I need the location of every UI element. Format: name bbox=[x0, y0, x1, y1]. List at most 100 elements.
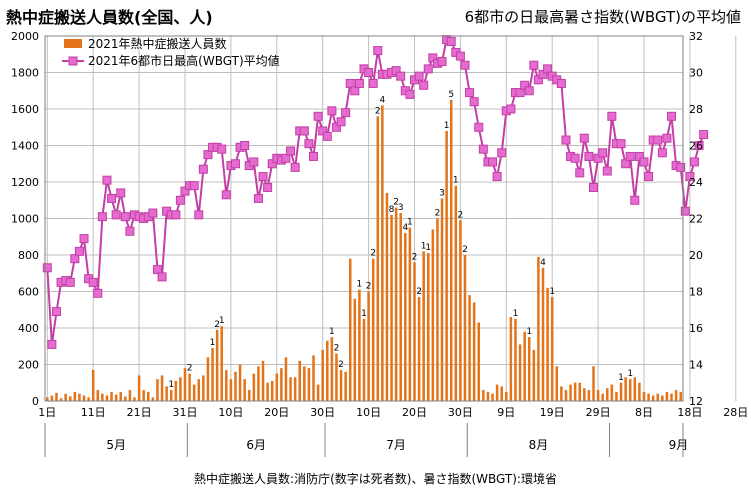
bar bbox=[615, 391, 618, 401]
wbgt-marker bbox=[391, 66, 401, 76]
x-tick-label: 28日 bbox=[723, 406, 748, 419]
wbgt-marker bbox=[419, 80, 429, 90]
death-count-label: 4 bbox=[540, 258, 546, 268]
bar bbox=[550, 296, 554, 401]
wbgt-marker bbox=[644, 172, 654, 182]
wbgt-marker bbox=[625, 151, 635, 161]
bar bbox=[670, 393, 673, 401]
bar bbox=[68, 396, 72, 401]
bar bbox=[321, 349, 324, 401]
wbgt-marker bbox=[428, 53, 438, 63]
wbgt-marker bbox=[341, 108, 351, 118]
bar bbox=[206, 357, 210, 401]
bar bbox=[137, 375, 141, 401]
death-count-label: 4 bbox=[402, 223, 408, 233]
bar bbox=[449, 99, 453, 401]
y-left-tick-label: 1200 bbox=[11, 176, 39, 189]
wbgt-marker bbox=[313, 111, 323, 121]
bar bbox=[371, 258, 375, 401]
wbgt-marker bbox=[322, 131, 332, 141]
death-count-label: 5 bbox=[448, 90, 454, 100]
bar bbox=[133, 397, 136, 401]
y-left-tick-label: 200 bbox=[18, 359, 39, 372]
bar bbox=[335, 353, 338, 401]
legend-line-marker bbox=[68, 56, 78, 66]
bar bbox=[303, 366, 306, 401]
y-left-tick-label: 400 bbox=[18, 322, 39, 335]
bar bbox=[247, 390, 251, 401]
bar bbox=[50, 395, 54, 401]
bar bbox=[385, 192, 389, 401]
bar bbox=[505, 391, 508, 401]
bar bbox=[174, 380, 178, 401]
bar bbox=[367, 291, 370, 401]
death-count-label: 2 bbox=[334, 344, 340, 354]
bar bbox=[583, 388, 586, 401]
x-tick-label: 10日 bbox=[356, 406, 381, 419]
bar bbox=[73, 391, 77, 401]
death-count-label: 1 bbox=[407, 218, 413, 228]
wbgt-marker bbox=[579, 133, 589, 143]
death-count-label: 1 bbox=[361, 309, 367, 319]
death-count-label: 1 bbox=[627, 369, 633, 379]
death-count-label: 2 bbox=[187, 364, 193, 374]
y-right-tick-label: 32 bbox=[689, 30, 703, 43]
bar bbox=[179, 377, 182, 401]
bar bbox=[463, 255, 467, 401]
death-count-label: 4 bbox=[379, 95, 385, 105]
y-right-tick-label: 20 bbox=[689, 249, 703, 262]
legend-bar-swatch bbox=[64, 39, 82, 48]
wbgt-marker bbox=[667, 111, 677, 121]
wbgt-marker bbox=[423, 64, 433, 74]
x-tick-label: 1日 bbox=[38, 406, 56, 419]
legend-line-label: 2021年6都市日最高(WBGT)平均値 bbox=[88, 53, 280, 68]
wbgt-marker bbox=[336, 117, 346, 127]
wbgt-marker bbox=[253, 193, 263, 203]
wbgt-marker bbox=[198, 164, 208, 174]
bar bbox=[229, 379, 233, 401]
death-count-label: 1 bbox=[329, 327, 335, 337]
wbgt-marker bbox=[350, 86, 360, 96]
wbgt-marker bbox=[414, 71, 424, 81]
death-count-label: 8 bbox=[389, 205, 395, 215]
bar bbox=[160, 375, 164, 401]
bar bbox=[468, 295, 471, 401]
bar bbox=[257, 366, 260, 401]
wbgt-marker bbox=[299, 126, 309, 136]
bar bbox=[91, 369, 95, 401]
wbgt-marker bbox=[533, 75, 543, 85]
bar bbox=[495, 384, 499, 401]
bar bbox=[514, 318, 517, 401]
wbgt-marker bbox=[469, 97, 479, 107]
bar bbox=[651, 395, 655, 401]
wbgt-marker bbox=[405, 89, 415, 99]
line-series bbox=[42, 35, 709, 349]
y-right-tick-label: 26 bbox=[689, 140, 703, 153]
wbgt-marker bbox=[267, 159, 277, 169]
bar bbox=[362, 318, 366, 401]
y-right-tick-label: 30 bbox=[689, 67, 703, 80]
bar bbox=[275, 373, 279, 401]
bar bbox=[225, 369, 228, 401]
bar bbox=[293, 377, 297, 401]
bar bbox=[674, 390, 678, 401]
wbgt-marker bbox=[488, 157, 498, 167]
bar bbox=[124, 396, 127, 401]
bar bbox=[679, 391, 682, 401]
wbgt-marker bbox=[111, 210, 121, 220]
x-tick-label: 20日 bbox=[402, 406, 427, 419]
death-count-label: 2 bbox=[416, 287, 422, 297]
wbgt-marker bbox=[593, 153, 603, 163]
bar bbox=[440, 198, 444, 401]
wbgt-marker bbox=[515, 88, 525, 98]
y-right-tick-label: 12 bbox=[689, 395, 703, 408]
death-count-label: 1 bbox=[513, 309, 519, 319]
bar bbox=[96, 390, 100, 401]
bar bbox=[578, 382, 581, 401]
wbgt-marker bbox=[570, 153, 580, 163]
y-left-tick-label: 0 bbox=[32, 395, 39, 408]
wbgt-marker bbox=[175, 195, 185, 205]
bar bbox=[592, 366, 595, 401]
x-tick-label: 9日 bbox=[497, 406, 515, 419]
death-count-label: 2 bbox=[412, 252, 418, 262]
